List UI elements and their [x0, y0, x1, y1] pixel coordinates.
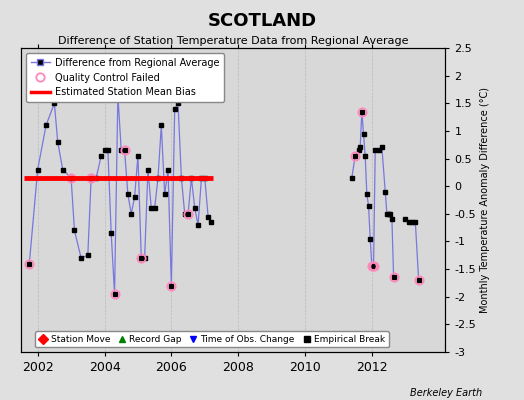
- Text: SCOTLAND: SCOTLAND: [208, 12, 316, 30]
- Text: Berkeley Earth: Berkeley Earth: [410, 388, 482, 398]
- Y-axis label: Monthly Temperature Anomaly Difference (°C): Monthly Temperature Anomaly Difference (…: [481, 87, 490, 313]
- Legend: Station Move, Record Gap, Time of Obs. Change, Empirical Break: Station Move, Record Gap, Time of Obs. C…: [35, 331, 389, 348]
- Title: Difference of Station Temperature Data from Regional Average: Difference of Station Temperature Data f…: [58, 36, 408, 46]
